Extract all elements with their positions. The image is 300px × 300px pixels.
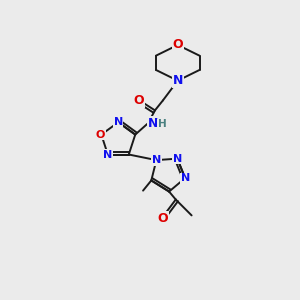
Text: O: O [172, 38, 183, 52]
Text: N: N [148, 117, 158, 130]
Text: O: O [96, 130, 105, 140]
Text: N: N [172, 74, 183, 87]
Text: N: N [173, 154, 182, 164]
Text: N: N [181, 173, 190, 183]
Text: H: H [158, 119, 166, 129]
Text: N: N [114, 117, 123, 127]
Text: O: O [134, 94, 144, 107]
Text: O: O [158, 212, 168, 225]
Text: N: N [152, 155, 161, 165]
Text: N: N [103, 149, 112, 160]
